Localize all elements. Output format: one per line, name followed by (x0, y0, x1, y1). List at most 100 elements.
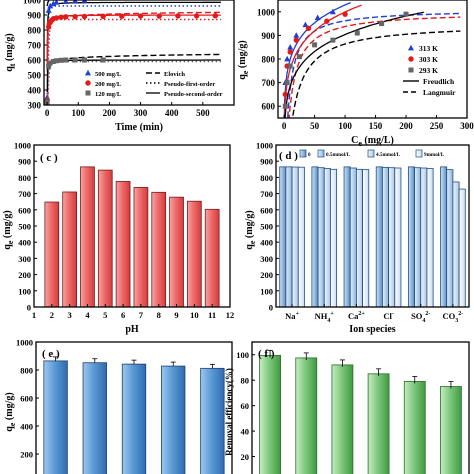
bar (349, 167, 357, 308)
y-tick-label: 40 (241, 427, 250, 437)
data-point (47, 60, 53, 66)
bar (414, 167, 422, 308)
y-tick-label: 100 (236, 350, 249, 360)
bar (44, 201, 60, 308)
bar (343, 166, 351, 308)
x-tick-label: 0 (45, 108, 50, 118)
x-tick-label: 200 (103, 108, 117, 118)
bar (317, 167, 325, 308)
bar (440, 166, 448, 308)
bar (121, 363, 147, 474)
y-axis-title-part: e (8, 422, 17, 426)
x-tick-label: 5 (103, 310, 107, 320)
y-tick-label: 400 (20, 422, 33, 432)
x-axis-title: Time (min) (115, 122, 163, 133)
y-tick-label: 200 (18, 270, 31, 280)
y-axis-title: qe (mg/g) (244, 210, 257, 249)
legend-label: Pseudo-first-order (164, 81, 215, 88)
bar (169, 196, 184, 308)
plot-area (44, 0, 221, 105)
x-tick-label-part: 4 (327, 318, 330, 324)
y-tick-label: 600 (28, 56, 42, 66)
x-tick-label: SO42- (411, 311, 430, 324)
x-tick-label: 6 (121, 310, 125, 320)
data-point (63, 57, 69, 63)
y-tick-label: 1000 (256, 141, 273, 151)
data-point (53, 0, 60, 5)
y-tick-label: 400 (28, 86, 42, 96)
data-point (282, 91, 289, 98)
data-point (302, 21, 309, 28)
bar (362, 169, 370, 308)
langmuir-fit-line (287, 12, 461, 118)
bar (82, 362, 107, 474)
bar (259, 354, 281, 474)
y-axis-title: qe (mg/g) (2, 210, 15, 249)
x-tick-label: 2 (50, 310, 54, 320)
panel-a: 300 400 500 600 700 800 900 1000 0 100 200 300 400 50… (4, 0, 235, 133)
x-tick-label: 8 (157, 310, 161, 320)
y-axis-title: qt (mg/g) (4, 33, 17, 72)
bar (458, 188, 466, 308)
bar (407, 166, 415, 308)
x-tick-label-part: + (296, 311, 300, 317)
data-point (72, 0, 79, 4)
legend-marker (85, 80, 91, 86)
x-axis-title: pH (125, 324, 139, 335)
y-tick-label: 0 (27, 303, 31, 313)
x-tick-label: 4 (85, 310, 90, 320)
y-tick-label: 200 (20, 450, 33, 460)
y-tick-label: 1000 (257, 7, 276, 17)
data-point (342, 11, 348, 17)
y-tick-label: 500 (18, 222, 31, 232)
data-point (72, 13, 78, 20)
data-point (100, 57, 106, 63)
x-tick-label: Cl- (383, 311, 394, 321)
y-tick-label: 0 (269, 303, 273, 313)
langmuir-fit-line (288, 16, 461, 118)
bar (43, 360, 68, 474)
data-point (72, 57, 78, 63)
data-point (330, 37, 336, 43)
bar (297, 166, 305, 308)
x-tick-label: NH4+ (315, 311, 335, 324)
y-tick-label: 100 (18, 286, 31, 296)
bar (381, 166, 389, 308)
bar (279, 166, 287, 308)
x-axis-title: Ion species (349, 324, 396, 335)
pso-fit-line (46, 14, 221, 73)
x-tick-label-part: Cl (383, 311, 392, 321)
data-point (293, 37, 299, 43)
x-tick-label: 400 (165, 108, 179, 118)
data-point (175, 13, 181, 19)
data-point (100, 13, 106, 20)
bar (394, 167, 402, 308)
freundlich-fit-line (283, 4, 362, 118)
x-tick-label-part: 2+ (358, 311, 365, 317)
bar (375, 166, 383, 308)
data-point (46, 63, 52, 69)
legend-marker (408, 44, 414, 51)
y-axis-title-part: q (244, 244, 255, 250)
y-axis-title-part: e (248, 240, 257, 244)
y-tick-label: 700 (260, 189, 273, 199)
bar (367, 373, 390, 474)
bar (311, 166, 319, 308)
x-tick-label-part: 3 (455, 318, 458, 324)
x-tick-label: 3 (68, 310, 72, 320)
data-point (282, 103, 288, 109)
legend-marker (85, 90, 91, 96)
y-tick-label: 400 (260, 238, 273, 248)
bar (133, 187, 149, 308)
legend-label: 200 mg/L (95, 81, 122, 88)
panel-label: ( c ) (40, 152, 58, 164)
bar (388, 167, 396, 308)
y-tick-label: 500 (28, 71, 42, 81)
legend-marker (408, 56, 414, 62)
data-point (296, 54, 302, 60)
data-point (58, 14, 64, 20)
data-point (81, 57, 87, 63)
y-tick-label: 600 (262, 102, 276, 112)
bar (115, 181, 131, 308)
